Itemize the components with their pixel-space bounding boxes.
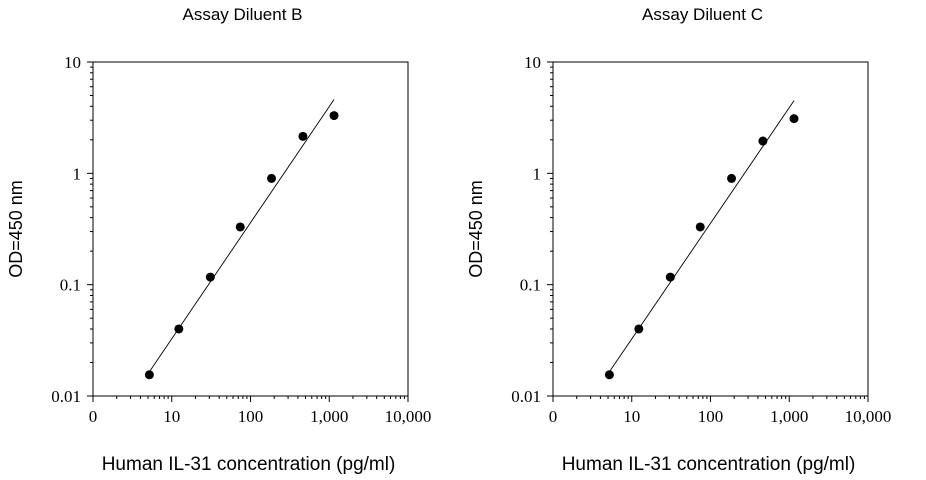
data-point [604,370,614,380]
x-tick-label: 10 [623,407,640,426]
data-point [267,173,277,183]
data-point [329,111,339,121]
data-point [144,370,154,380]
x-tick-label: 100 [698,407,724,426]
x-tick-label: 0 [549,407,558,426]
data-point [174,324,184,334]
x-tick-label: 1,000 [310,407,348,426]
x-axis-label: Human IL-31 concentration (pg/ml) [562,454,856,475]
y-axis-label: OD=450 nm [6,180,26,278]
chart-panel-2: Assay Diluent C 0 10 100 1,000 10,000 0.01 0.1 1… [466,5,891,475]
y-tick-label: 0.1 [520,276,541,295]
y-tick-label: 0.01 [511,387,541,406]
x-axis-label: Human IL-31 concentration (pg/ml) [102,454,396,475]
data-point [298,131,308,141]
chart-title: Assay Diluent C [642,5,763,24]
y-tick-label: 10 [524,53,541,72]
x-tick-label: 10,000 [385,407,432,426]
x-tick-label: 0 [89,407,98,426]
y-tick-label: 1 [533,164,542,183]
y-tick-label: 0.01 [51,387,81,406]
y-tick-label: 1 [73,164,82,183]
x-tick-label: 100 [238,407,264,426]
plot-frame [92,61,409,397]
y-axis-label: OD=450 nm [466,180,486,278]
data-point [235,222,245,232]
data-point [758,136,768,146]
plot-frame [552,61,869,397]
data-point [665,272,675,282]
data-point [727,173,737,183]
x-tick-label: 10,000 [845,407,892,426]
y-tick-label: 0.1 [60,276,81,295]
y-tick-label: 10 [64,53,81,72]
data-point [205,272,215,282]
x-tick-label: 1,000 [770,407,808,426]
data-point [634,324,644,334]
data-point [695,222,705,232]
data-point [789,114,799,124]
chart-panel-1: Assay Diluent B 0 10 100 1,000 10,000 0.01 0.1 1… [6,5,431,475]
x-tick-label: 10 [163,407,180,426]
chart-title: Assay Diluent B [183,5,303,24]
